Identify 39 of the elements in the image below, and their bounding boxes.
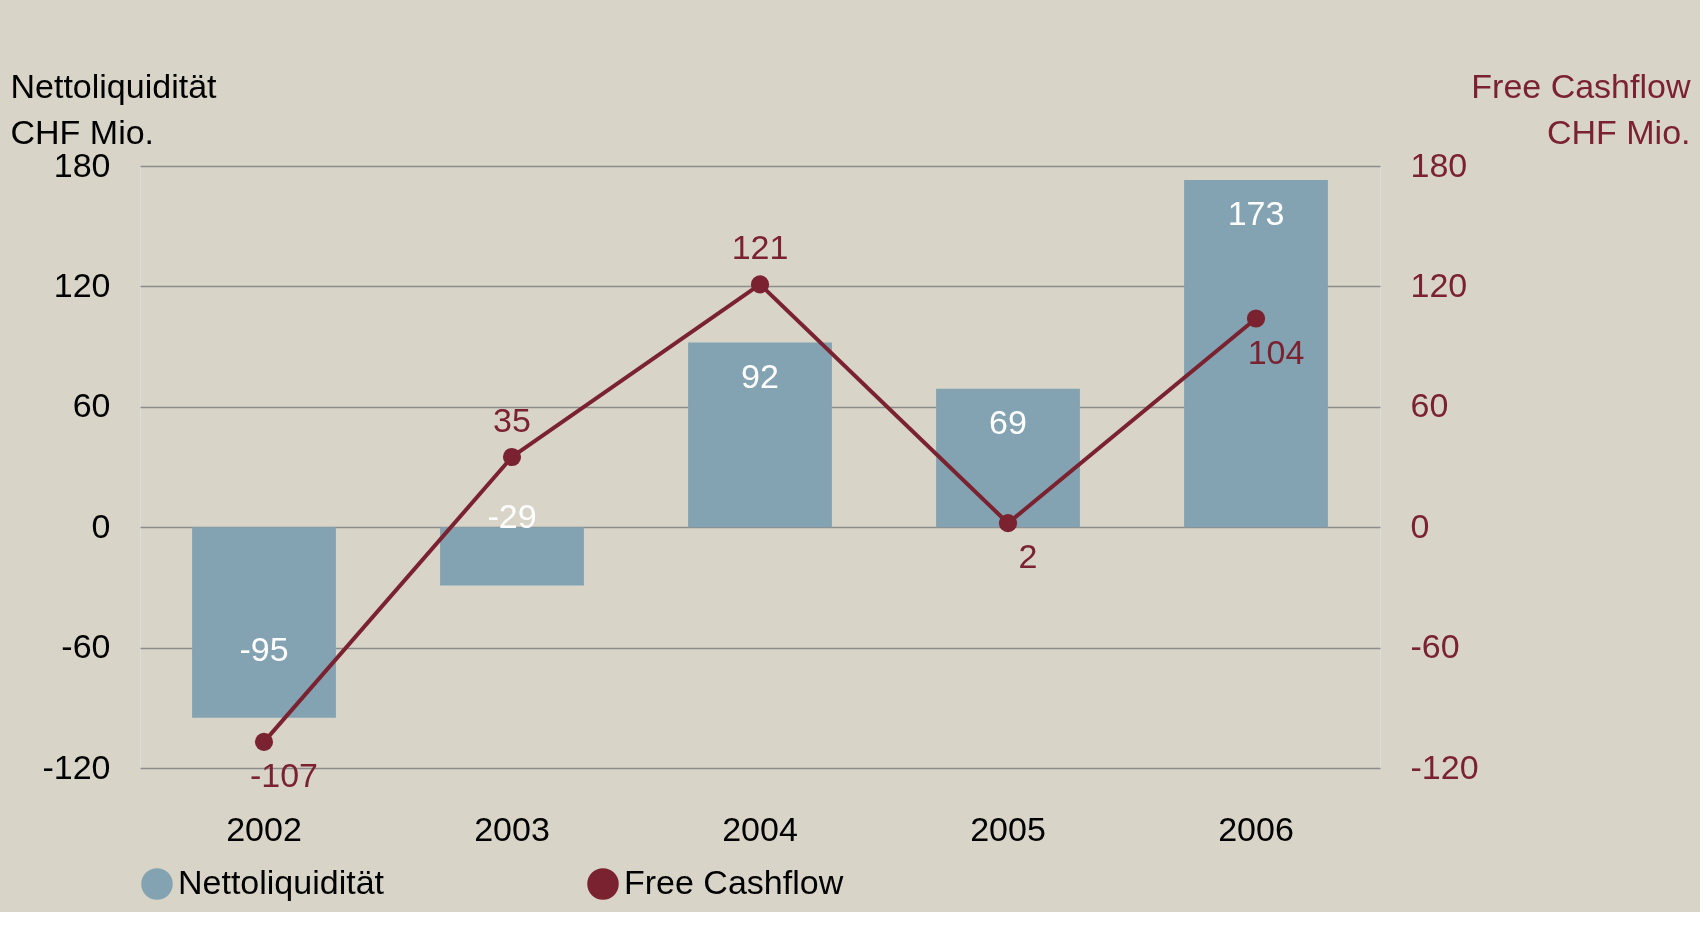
bar <box>936 388 1080 528</box>
legend-label: Free Cashflow <box>624 863 844 901</box>
point <box>254 732 274 751</box>
data-label: 35 <box>493 400 531 439</box>
data-label: 2 <box>1018 537 1038 576</box>
data-label: 173 <box>1227 194 1285 233</box>
data-label: -29 <box>487 497 537 536</box>
y-tick-label: -60 <box>61 627 111 666</box>
y2-tick-label: 0 <box>1410 506 1430 545</box>
x-tick-label: 2005 <box>970 809 1046 848</box>
bar <box>688 342 832 528</box>
x-tick-label: 2003 <box>474 809 550 848</box>
x-tick-label: 2002 <box>226 809 302 848</box>
y2-tick-label: -120 <box>1410 747 1479 786</box>
y-tick-label: 120 <box>53 265 111 304</box>
legend-label: Nettoliquidität <box>178 863 385 901</box>
y2-axis-title: Free Cashflow CHF Mio. <box>1471 66 1691 151</box>
data-label: 92 <box>741 356 779 395</box>
data-label: 69 <box>989 402 1027 441</box>
bar <box>192 527 336 718</box>
point <box>998 514 1018 533</box>
bar <box>440 527 584 586</box>
data-label: 104 <box>1247 332 1305 371</box>
y2-tick-label: 120 <box>1410 265 1468 304</box>
data-label: 121 <box>731 228 789 267</box>
y-tick-label: 60 <box>72 386 111 425</box>
y2-tick-label: -60 <box>1410 627 1460 666</box>
point <box>750 275 770 294</box>
bar <box>1184 180 1328 528</box>
x-tick-label: 2004 <box>722 809 798 848</box>
point <box>1246 309 1266 328</box>
y-tick-label: -120 <box>42 747 111 786</box>
y-tick-label: 0 <box>91 506 111 545</box>
point <box>502 447 522 467</box>
data-label: -95 <box>239 629 289 668</box>
y2-tick-label: 180 <box>1410 145 1468 184</box>
x-tick-label: 2006 <box>1218 809 1294 848</box>
data-label: -107 <box>249 755 319 794</box>
y2-tick-label: 60 <box>1410 386 1449 425</box>
